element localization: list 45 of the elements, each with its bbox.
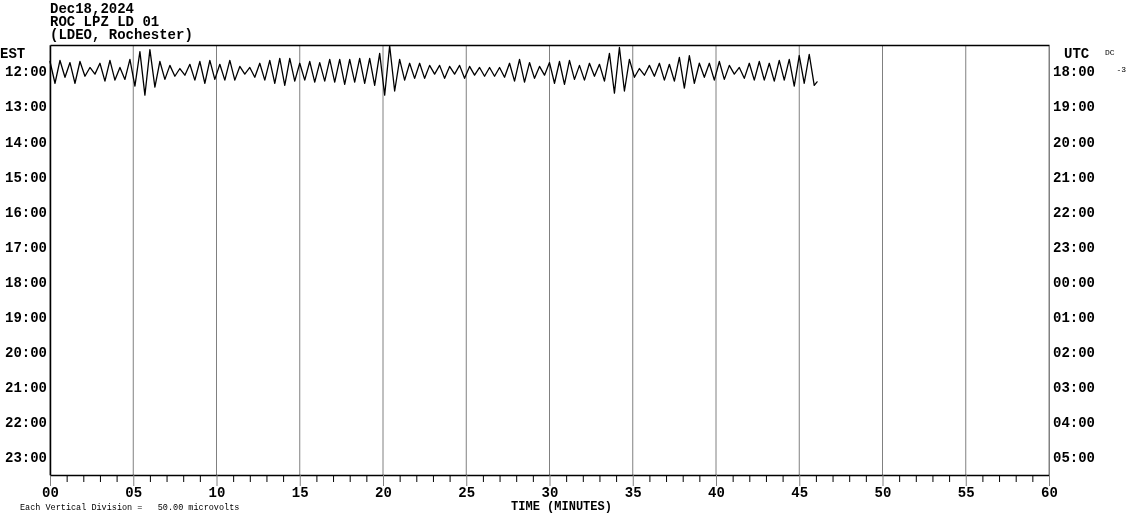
x-tick-label: 35 — [624, 484, 642, 501]
y-axis-title: EST — [0, 46, 26, 62]
y2-tick-label: 21:00 — [1053, 169, 1096, 186]
y-tick-label: 23:00 — [4, 450, 47, 467]
x-tick-label: 45 — [791, 484, 809, 501]
y2-tick-label: 01:00 — [1053, 310, 1096, 327]
y2-tick-label: 04:00 — [1053, 415, 1096, 432]
y-tick-label: 20:00 — [4, 345, 47, 362]
x-tick-label: 15 — [291, 484, 309, 501]
y2-tick-label: 02:00 — [1053, 345, 1096, 362]
chart-title: Dec18,2024 — [50, 1, 135, 17]
x-tick-label: 40 — [708, 484, 725, 501]
x-tick-label: 60 — [1041, 484, 1058, 501]
y2-tick-label: 00:00 — [1053, 274, 1096, 291]
y-tick-label: 12:00 — [4, 64, 47, 81]
x-tick-label: 55 — [957, 484, 975, 501]
text: Each Vertical Division = 50.00 microvolts — [20, 503, 240, 513]
x-tick-label: 20 — [375, 484, 392, 501]
y2-tick-label: 23:00 — [1053, 239, 1096, 256]
y2-tick-label: 18:00 — [1053, 64, 1096, 81]
x-tick-label: 30 — [541, 484, 559, 501]
y2-tick-label: 19:00 — [1053, 99, 1096, 116]
y-tick-label: 15:00 — [4, 169, 47, 186]
y2-tick-label: 20:00 — [1053, 134, 1096, 151]
y-tick-label: 19:00 — [4, 310, 47, 327]
x-tick-label: 05 — [125, 484, 143, 501]
y-tick-label: 21:00 — [4, 380, 47, 397]
chart-subtitle: ROC LPZ LD 01 (LDEO, Rochester) — [50, 14, 193, 43]
y-tick-label: 16:00 — [4, 204, 47, 221]
y2-tick-label: 22:00 — [1053, 204, 1096, 221]
x-tick-label: 10 — [208, 484, 226, 501]
text: DC — [1105, 48, 1115, 57]
y2-tick-label: 05:00 — [1053, 450, 1096, 467]
x-tick-label: 00 — [42, 484, 59, 501]
x-tick-label: 50 — [874, 484, 892, 501]
y-tick-label: 13:00 — [4, 99, 47, 116]
y-tick-label: 22:00 — [4, 415, 47, 432]
x-axis-title: TIME (MINUTES) — [511, 500, 612, 514]
y-tick-label: 18:00 — [4, 274, 47, 291]
text: -3 — [1116, 65, 1127, 74]
y2-tick-label: 03:00 — [1053, 380, 1096, 397]
y-tick-label: 17:00 — [4, 239, 47, 256]
y2-axis-title: UTC — [1064, 46, 1090, 62]
y-tick-label: 14:00 — [4, 134, 47, 151]
x-tick-label: 25 — [458, 484, 476, 501]
